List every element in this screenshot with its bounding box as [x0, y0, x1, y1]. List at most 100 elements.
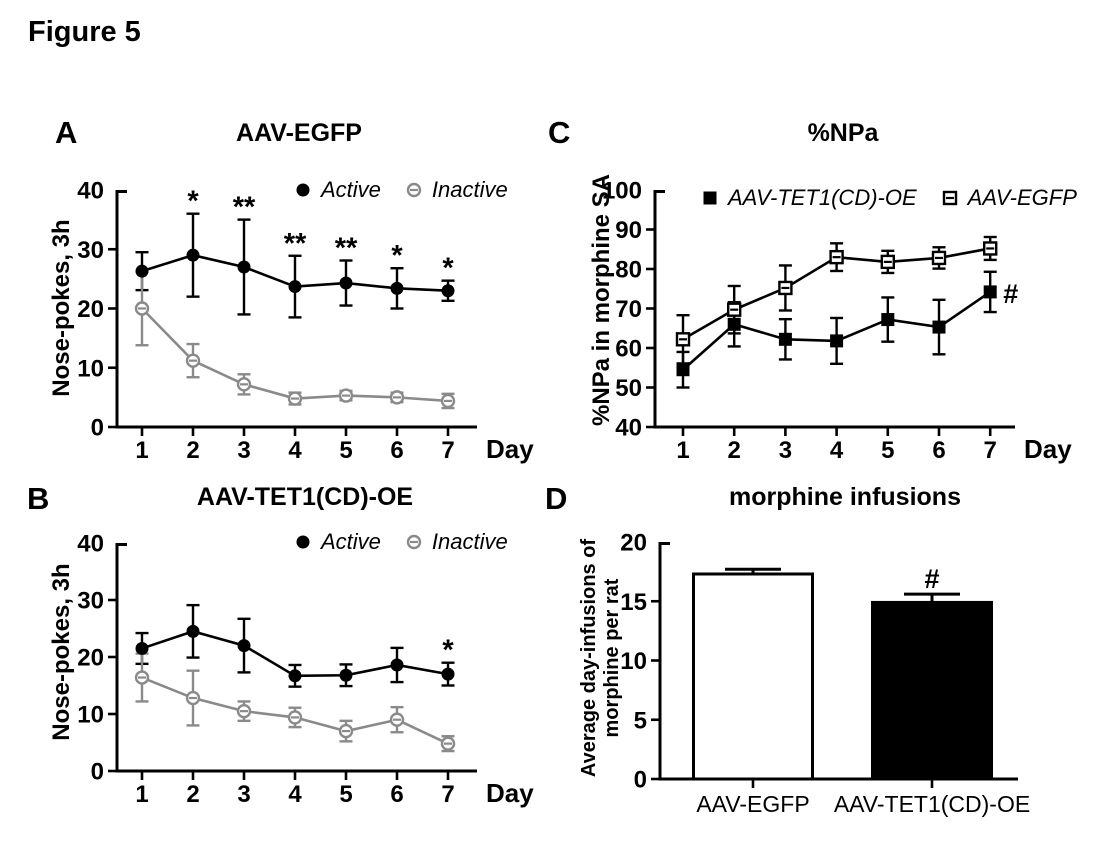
legend-label: Inactive [431, 529, 508, 554]
x-tick-label: 4 [288, 437, 302, 464]
bar [871, 600, 993, 781]
data-point-marker [186, 624, 200, 638]
data-point-marker [135, 264, 149, 278]
y-tick-label: 0 [91, 415, 104, 442]
legend-item: Active [294, 177, 381, 203]
x-tick-label: 7 [441, 437, 454, 464]
legend-item: Inactive [405, 529, 508, 555]
y-tick-label: 0 [634, 767, 647, 794]
y-tick-label: 15 [620, 589, 647, 616]
x-axis-label: Day [486, 434, 534, 464]
y-tick-label: 70 [615, 296, 642, 323]
data-point-marker [288, 669, 302, 683]
data-point-marker [288, 280, 302, 294]
x-tick-label: 5 [881, 437, 894, 464]
panel-label-d: D [545, 481, 568, 516]
y-tick-label: 10 [77, 355, 104, 382]
panel-c-legend: AAV-TET1(CD)-OE AAV-EGFP [701, 185, 1077, 211]
y-tick-label: 10 [77, 702, 104, 729]
circle-dash-legend-icon [406, 534, 422, 550]
legend-label: AAV-EGFP [967, 185, 1077, 210]
significance-annotation: ** [335, 233, 358, 265]
data-point-marker [983, 285, 997, 299]
panel-d-title: morphine infusions [729, 483, 961, 511]
x-axis-label: Day [486, 778, 534, 808]
significance-annotation: * [442, 253, 454, 285]
legend-item: Inactive [405, 177, 508, 203]
data-point-marker [390, 658, 404, 672]
x-tick-label: 6 [932, 437, 945, 464]
legend-label: Active [321, 177, 381, 202]
x-tick-label: 3 [779, 437, 792, 464]
y-tick-label: 90 [615, 217, 642, 244]
panel-c-title: %NPa [807, 119, 879, 147]
significance-annotation: * [187, 186, 199, 218]
data-point-marker [237, 260, 251, 274]
panel-d-plot: 0 5 10 15 20 AAV-EGFP AAV-TET1(CD)-OE # [620, 530, 1030, 818]
data-point-marker [135, 641, 149, 655]
x-tick-label: 5 [339, 437, 352, 464]
legend-label: AAV-TET1(CD)-OE [728, 185, 917, 210]
data-point-marker [830, 334, 844, 348]
panel-c-plot: 40 50 60 70 80 90 100 1 2 3 4 5 6 7 Day # [602, 178, 1072, 465]
significance-annotation: * [442, 635, 454, 667]
bar [692, 572, 814, 781]
panel-b-legend: Active Inactive [294, 529, 508, 555]
y-tick-label: 30 [77, 588, 104, 615]
panel-a-title: AAV-EGFP [236, 119, 362, 147]
x-tick-label: 7 [984, 437, 997, 464]
bar-category-label: AAV-EGFP [696, 791, 809, 817]
data-point-marker [932, 320, 946, 334]
x-tick-label: 5 [339, 781, 352, 808]
y-tick-label: 40 [77, 178, 104, 205]
data-point-marker [296, 183, 310, 197]
y-tick-label: 0 [91, 759, 104, 786]
data-point-marker [676, 363, 690, 377]
circle-filled-legend-icon [296, 183, 310, 197]
x-tick-label: 1 [135, 437, 148, 464]
data-point-marker [339, 668, 353, 682]
y-tick-label: 40 [615, 415, 642, 442]
x-tick-label: 1 [676, 437, 689, 464]
y-tick-label: 5 [634, 707, 647, 734]
x-tick-label: 7 [441, 781, 454, 808]
y-tick-label: 30 [77, 237, 104, 264]
panel-label-b: B [27, 481, 50, 516]
significance-annotation: ** [233, 192, 256, 224]
x-tick-label: 1 [135, 781, 148, 808]
data-point-marker [390, 281, 404, 295]
series-line [141, 307, 449, 403]
panel-a-legend: Active Inactive [294, 177, 508, 203]
panel-label-a: A [55, 115, 78, 150]
y-tick-label: 20 [77, 296, 104, 323]
data-point-marker [441, 284, 455, 298]
x-axis-label: Day [1024, 434, 1072, 464]
x-tick-label: 2 [186, 437, 199, 464]
legend-label: Inactive [431, 177, 508, 202]
x-tick-label: 3 [237, 781, 250, 808]
y-tick-label: 40 [77, 531, 104, 558]
square-filled-legend-icon [703, 191, 717, 205]
significance-annotation: # [1003, 279, 1018, 309]
data-point-marker [441, 667, 455, 681]
panel-b-plot: 0 10 20 30 40 1 2 3 4 5 6 7 Day * [77, 531, 534, 809]
data-point-marker [727, 317, 741, 331]
panel-b-title: AAV-TET1(CD)-OE [196, 483, 414, 511]
y-tick-label: 20 [77, 645, 104, 672]
legend-label: Active [321, 529, 381, 554]
square-dash-legend-icon [942, 190, 957, 206]
y-tick-label: 100 [602, 178, 642, 205]
data-point-marker [339, 276, 353, 290]
significance-annotation: # [924, 564, 939, 594]
bar-category-label: AAV-TET1(CD)-OE [834, 791, 1030, 817]
y-tick-label: 50 [615, 375, 642, 402]
panel-label-c: C [548, 115, 571, 150]
y-tick-label: 10 [620, 648, 647, 675]
x-tick-label: 4 [288, 781, 302, 808]
x-tick-label: 4 [830, 437, 844, 464]
significance-annotation: * [391, 240, 403, 272]
data-point-marker [296, 535, 310, 549]
